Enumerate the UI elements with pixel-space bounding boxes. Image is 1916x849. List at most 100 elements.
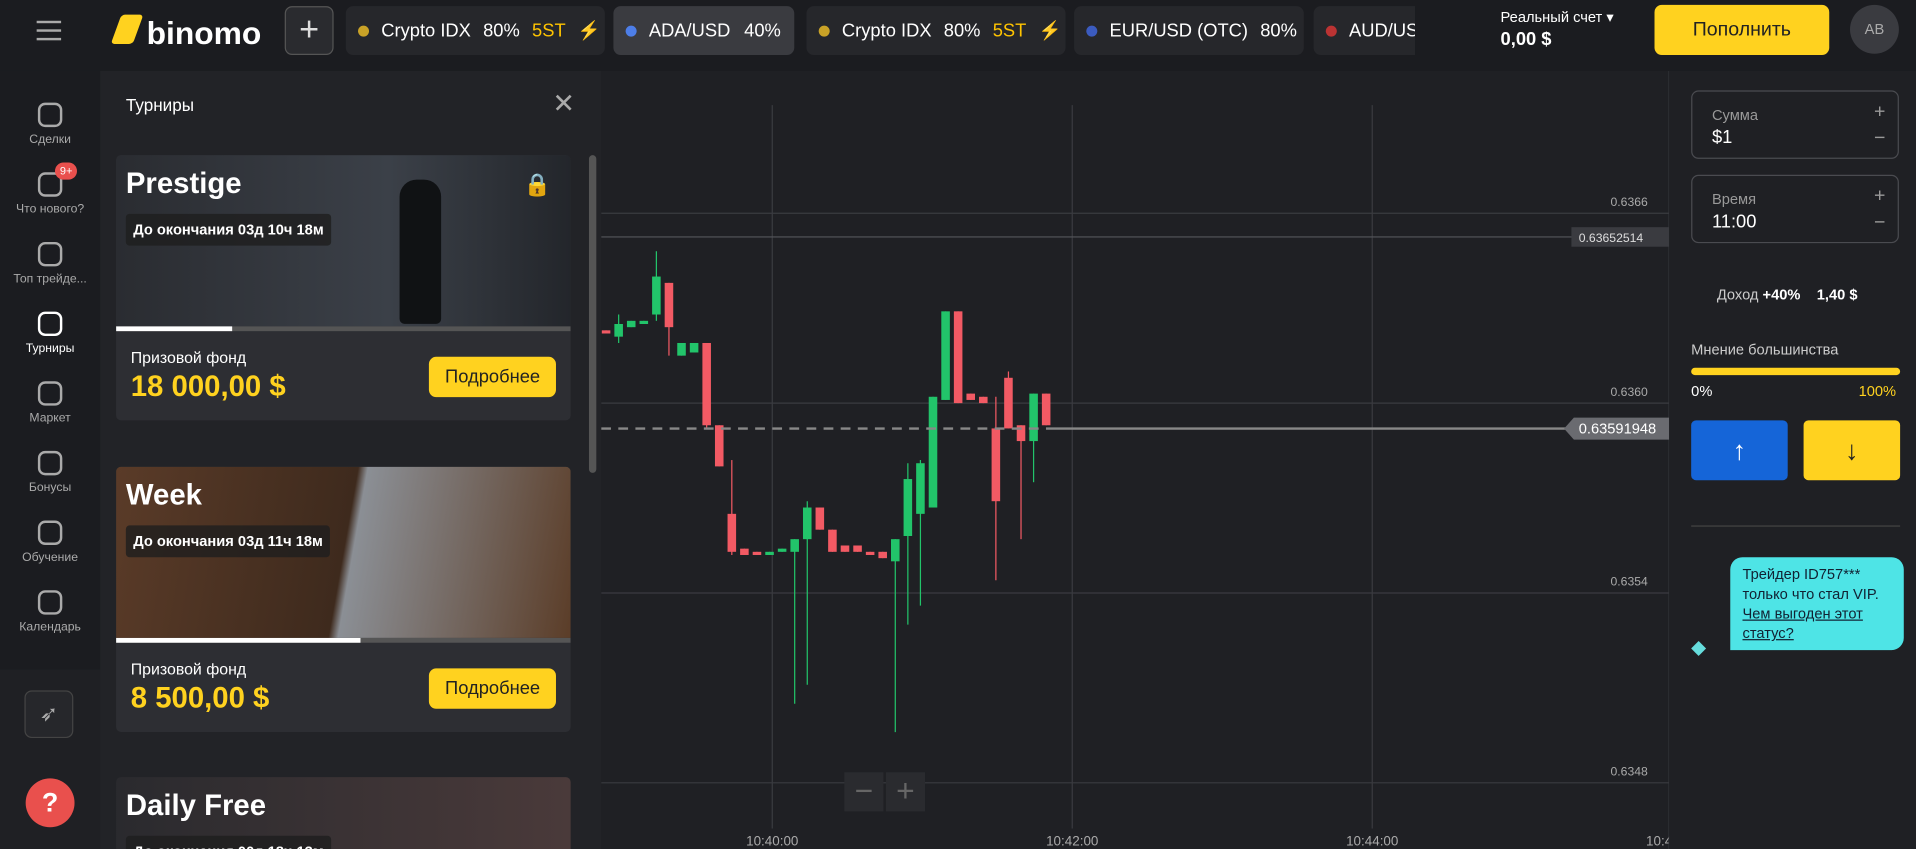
- card-footer: Призовой фонд 18 000,00 $ Подробнее: [116, 331, 571, 420]
- asset-tab[interactable]: AUD/USD: [1313, 6, 1416, 55]
- asset-tab[interactable]: EUR/USD (OTC) 80%: [1074, 6, 1304, 55]
- x-tick-label: 10:46:00: [1646, 834, 1669, 849]
- candle-body: [626, 320, 636, 328]
- card-image: Prestige 🔒 До окончания 03д 10ч 18м: [116, 155, 571, 327]
- asset-tab[interactable]: Crypto IDX 80% 5ST ⚡: [345, 6, 605, 55]
- y-tick-label: 0.6354: [1611, 575, 1649, 589]
- logo-icon: [110, 14, 144, 44]
- candle-body: [740, 548, 749, 555]
- candle-body: [1041, 393, 1051, 426]
- timer: До окончания 03д 10ч 18м: [125, 213, 332, 246]
- asset-icon: [625, 25, 637, 37]
- close-button[interactable]: ✕: [552, 87, 575, 119]
- y-tick-label: 0.6360: [1611, 385, 1649, 399]
- candle-body: [979, 396, 988, 404]
- amount-input[interactable]: Сумма $1 + −: [1691, 90, 1899, 159]
- candle-body: [765, 551, 774, 555]
- asset-tab[interactable]: Crypto IDX 80% 5ST ⚡: [806, 6, 1066, 55]
- zoom-controls: − +: [844, 772, 926, 812]
- candle-body: [1016, 425, 1026, 442]
- asset-name: EUR/USD (OTC): [1109, 20, 1249, 41]
- tournament-card[interactable]: Daily Free До окончания 00д 18ч 13м: [116, 777, 571, 849]
- divider: [1691, 525, 1901, 527]
- zoom-out[interactable]: −: [844, 772, 884, 812]
- nav-icon: [37, 381, 63, 406]
- help-button[interactable]: ?: [25, 778, 75, 828]
- account-type[interactable]: Реальный счет ▾: [1500, 8, 1614, 26]
- add-tab[interactable]: +: [284, 6, 334, 55]
- candle-body: [689, 342, 699, 353]
- menu-icon[interactable]: [36, 20, 62, 24]
- fund: 18 000,00 $: [130, 370, 286, 404]
- fund: 8 500,00 $: [130, 681, 270, 715]
- candle-body: [652, 276, 661, 315]
- tournament-card[interactable]: Week До окончания 03д 11ч 18м Призовой ф…: [116, 466, 571, 732]
- candle-body: [966, 393, 975, 400]
- nav-label: Календарь: [19, 620, 81, 635]
- candle-body: [714, 425, 724, 467]
- majority-low: 0%: [1691, 382, 1713, 400]
- chat-bubble: Трейдер ID757*** только что стал VIP. Че…: [1730, 557, 1904, 651]
- time: 11:00: [1711, 211, 1757, 233]
- down-button[interactable]: ↓: [1803, 420, 1901, 481]
- nav-item[interactable]: Что нового? 9+: [0, 162, 100, 216]
- tab-badge: 5ST: [532, 20, 566, 41]
- nav-label: Обучение: [22, 551, 79, 565]
- deposit-button[interactable]: Пополнить: [1654, 4, 1830, 55]
- nav-item[interactable]: Сделки: [0, 102, 100, 147]
- balance: 0,00 $: [1500, 29, 1552, 51]
- scrollbar: [588, 155, 597, 473]
- chart: 0.6366 0.6360 0.6354 0.6348 10:40:00 10:42:00…: [601, 70, 1670, 849]
- nav-item[interactable]: Календарь: [0, 590, 100, 634]
- payout: 80%: [943, 20, 981, 41]
- time-input[interactable]: Время 11:00 + −: [1691, 174, 1899, 244]
- nav-item[interactable]: Маркет: [0, 381, 100, 425]
- candle-body: [840, 545, 850, 552]
- majority-high: 100%: [1858, 382, 1897, 400]
- card-image: Week До окончания 03д 11ч 18м: [116, 466, 571, 638]
- candle-body: [727, 513, 737, 552]
- nav-item[interactable]: Бонусы: [0, 450, 100, 495]
- price-marker-box: [1571, 227, 1670, 247]
- details-button[interactable]: Подробнее: [429, 668, 556, 709]
- nav-item[interactable]: Турниры: [0, 311, 100, 356]
- stepper[interactable]: + −: [1874, 101, 1886, 150]
- nav-icon: [37, 241, 63, 267]
- nav-item[interactable]: Обучение: [0, 520, 100, 565]
- header: binomo + Crypto IDX 80% 5ST ⚡ ADA/USD 40% Cr…: [0, 0, 1916, 71]
- card-name: Week: [125, 479, 202, 512]
- details-button[interactable]: Подробнее: [429, 356, 556, 398]
- panel-title: Турниры: [125, 95, 195, 115]
- fund-label: Призовой фонд: [130, 348, 247, 367]
- nav-icon: [37, 172, 63, 197]
- x-tick-label: 10:40:00: [746, 834, 798, 849]
- candle-body: [815, 507, 825, 530]
- logo: binomo: [146, 14, 262, 52]
- rocket-button[interactable]: ➶: [24, 690, 74, 739]
- stepper[interactable]: + −: [1874, 185, 1886, 234]
- timer: До окончания 03д 11ч 18м: [125, 525, 331, 558]
- asset-icon: [358, 25, 370, 37]
- tournament-card[interactable]: Prestige 🔒 До окончания 03д 10ч 18м Приз…: [116, 155, 571, 421]
- nav-icon: [37, 102, 63, 128]
- candle-body: [614, 324, 623, 337]
- zoom-in[interactable]: +: [885, 772, 926, 812]
- avatar[interactable]: AB: [1850, 4, 1899, 54]
- candle-body: [953, 311, 963, 404]
- nav-item[interactable]: Топ трейде...: [0, 241, 100, 286]
- chat-link[interactable]: Чем выгоден этот статус?: [1742, 604, 1863, 642]
- asset-icon: [1086, 25, 1098, 37]
- candle-body: [828, 529, 837, 552]
- current-price-tag: [1564, 417, 1670, 440]
- amount-label: Сумма: [1711, 106, 1759, 124]
- nav-icon: [37, 311, 63, 337]
- asset-tab[interactable]: ADA/USD 40%: [613, 6, 795, 55]
- asset-name: AUD/USD: [1349, 20, 1415, 41]
- candle-body: [802, 507, 812, 540]
- candle-body: [601, 330, 611, 334]
- progress-fill: [116, 637, 361, 643]
- majority-label: Мнение большинства: [1691, 340, 1839, 359]
- up-button[interactable]: ↑: [1691, 420, 1788, 481]
